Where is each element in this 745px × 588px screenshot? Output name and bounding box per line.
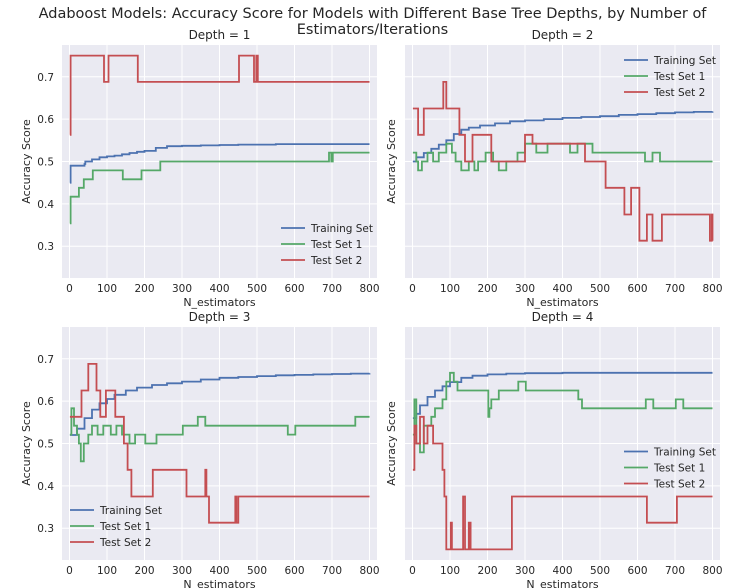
- series-line-training-set: [69, 143, 370, 184]
- legend-label: Test Set 2: [310, 255, 362, 267]
- x-axis-label: N_estimators: [183, 578, 256, 588]
- subplot-depth-3: 0 100 200 300 400 500 600 700 800 0.3 0.4 0.5 0.6 0.7…: [20, 310, 380, 588]
- x-tick-label: 400: [552, 283, 572, 295]
- y-tick-label: 0.3: [37, 241, 54, 253]
- y-tick-label: 0.7: [37, 72, 54, 84]
- x-tick-label: 700: [322, 283, 342, 295]
- series-line-test-set-1: [412, 371, 713, 454]
- x-axis-label: N_estimators: [183, 296, 256, 309]
- x-tick-label: 500: [590, 565, 610, 577]
- x-tick-label: 0: [409, 283, 416, 295]
- y-tick-label: 0.5: [37, 157, 54, 169]
- legend: Training Set Test Set 1 Test Set 2: [281, 223, 373, 267]
- y-axis-label: Accuracy Score: [385, 401, 398, 486]
- y-tick-label: 0.4: [37, 199, 54, 211]
- x-tick-label: 100: [440, 565, 460, 577]
- x-tick-label: 700: [665, 283, 685, 295]
- y-axis-label: Accuracy Score: [20, 401, 33, 486]
- subplot-depth-4: 0 100 200 300 400 500 600 700 800 Depth = 4 N_esti…: [385, 310, 723, 588]
- x-tick-label: 200: [134, 283, 154, 295]
- y-tick-label: 0.3: [37, 523, 54, 535]
- legend-label: Test Set 2: [99, 537, 151, 549]
- series-line-test-set-2: [69, 54, 370, 136]
- legend-label: Test Set 1: [99, 521, 151, 533]
- x-tick-label: 300: [515, 565, 535, 577]
- x-tick-label: 500: [590, 283, 610, 295]
- x-tick-label: 700: [665, 565, 685, 577]
- legend-label: Training Set: [653, 55, 716, 67]
- series-line-test-set-2: [412, 81, 714, 242]
- subplot-title: Depth = 2: [532, 28, 594, 42]
- legend-label: Training Set: [310, 223, 373, 235]
- legend: Training Set Test Set 1 Test Set 2: [624, 447, 716, 491]
- series-line-test-set-2: [69, 363, 370, 524]
- x-tick-label: 300: [172, 565, 192, 577]
- series-line-training-set: [412, 111, 714, 163]
- x-tick-label: 200: [477, 283, 497, 295]
- x-tick-label: 600: [284, 283, 304, 295]
- x-tick-label: 800: [702, 283, 722, 295]
- x-tick-label: 700: [322, 565, 342, 577]
- x-tick-label: 800: [359, 565, 379, 577]
- x-tick-label: 500: [247, 283, 267, 295]
- figure-title: Adaboost Models: Accuracy Score for Mode…: [38, 6, 707, 38]
- y-axis-label: Accuracy Score: [20, 119, 33, 204]
- legend-label: Training Set: [653, 447, 716, 459]
- x-tick-label: 0: [66, 565, 73, 577]
- subplot-title: Depth = 3: [189, 310, 251, 324]
- series-line-test-set-1: [69, 151, 370, 225]
- subplot-title: Depth = 4: [532, 310, 594, 324]
- x-tick-label: 300: [172, 283, 192, 295]
- legend-label: Training Set: [99, 505, 162, 517]
- subplot-depth-2: 0 100 200 300 400 500 600 700 800 Depth = 2 N_esti…: [385, 28, 723, 309]
- legend: Training Set Test Set 1 Test Set 2: [624, 55, 716, 99]
- series-line-test-set-2: [412, 415, 713, 551]
- x-axis-label: N_estimators: [526, 578, 599, 588]
- x-tick-label: 100: [440, 283, 460, 295]
- legend-label: Test Set 2: [653, 87, 705, 99]
- subplot-title: Depth = 1: [189, 28, 251, 42]
- x-axis-label: N_estimators: [526, 296, 599, 309]
- y-tick-label: 0.4: [37, 481, 54, 493]
- y-tick-label: 0.6: [37, 396, 54, 408]
- y-tick-label: 0.5: [37, 439, 54, 451]
- y-axis-label: Accuracy Score: [385, 119, 398, 204]
- legend-label: Test Set 1: [310, 239, 362, 251]
- x-tick-label: 400: [209, 283, 229, 295]
- x-tick-label: 100: [97, 565, 117, 577]
- x-tick-label: 300: [515, 283, 535, 295]
- legend-label: Test Set 1: [653, 71, 705, 83]
- x-tick-label: 800: [359, 283, 379, 295]
- legend-label: Test Set 1: [653, 463, 705, 475]
- legend-label: Test Set 2: [653, 479, 705, 491]
- x-tick-label: 500: [247, 565, 267, 577]
- x-tick-label: 0: [66, 283, 73, 295]
- x-tick-label: 200: [477, 565, 497, 577]
- y-tick-label: 0.6: [37, 114, 54, 126]
- x-tick-label: 100: [97, 283, 117, 295]
- x-tick-label: 400: [209, 565, 229, 577]
- x-tick-label: 200: [134, 565, 154, 577]
- subplot-depth-1: 0 100 200 300 400 500 600 700 800 0.3 0.4 0.5 0.6 0.7…: [20, 28, 380, 309]
- series-line-test-set-1: [69, 407, 370, 463]
- series-line-test-set-1: [412, 142, 713, 172]
- x-tick-label: 600: [284, 565, 304, 577]
- y-tick-label: 0.7: [37, 354, 54, 366]
- x-tick-label: 600: [627, 283, 647, 295]
- x-tick-label: 600: [627, 565, 647, 577]
- legend: Training Set Test Set 1 Test Set 2: [70, 505, 162, 549]
- series-line-training-set: [412, 371, 713, 419]
- x-tick-label: 400: [552, 565, 572, 577]
- x-tick-label: 0: [409, 565, 416, 577]
- x-tick-label: 800: [702, 565, 722, 577]
